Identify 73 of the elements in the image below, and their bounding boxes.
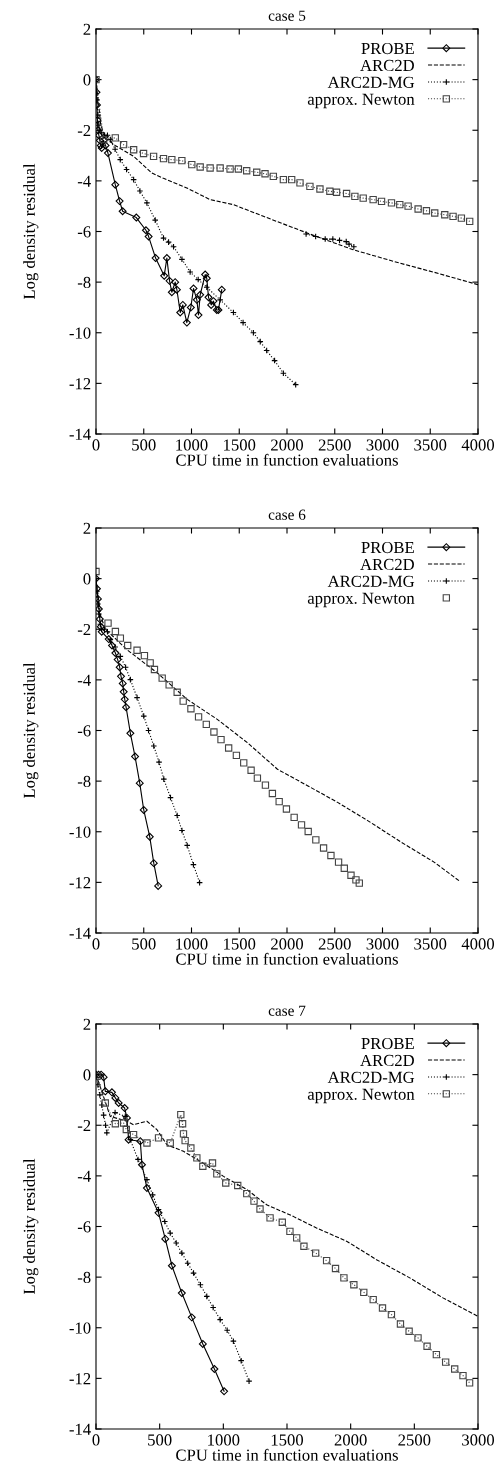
- y-tick-label: -14: [69, 428, 91, 440]
- chart-title: case 7: [268, 1005, 306, 1016]
- legend-label: approx. Newton: [307, 592, 415, 608]
- x-tick-label: 3000: [366, 439, 399, 451]
- x-tick-label: 2000: [271, 439, 304, 451]
- y-tick-label: 2: [83, 522, 91, 534]
- y-tick-label: -10: [69, 826, 91, 838]
- x-tick-label: 1000: [208, 1434, 240, 1446]
- y-tick-label: -4: [77, 674, 91, 686]
- y-tick-label: -12: [69, 877, 91, 889]
- y-tick-label: -8: [77, 775, 91, 788]
- y-tick-label: -8: [77, 1271, 91, 1284]
- x-tick-label: 2500: [318, 938, 351, 950]
- x-tick-label: 2000: [334, 1434, 367, 1446]
- y-tick-label: -4: [77, 1170, 91, 1182]
- x-tick-label: 2000: [271, 938, 304, 950]
- y-tick-label: 0: [83, 1069, 91, 1081]
- y-tick-label: 0: [83, 74, 91, 86]
- x-tick-label: 1500: [271, 1434, 304, 1446]
- y-tick-label: -10: [69, 327, 91, 339]
- x-tick-label: 3000: [462, 1434, 495, 1446]
- x-tick-label: 3000: [366, 938, 399, 950]
- y-tick-label: 2: [83, 23, 91, 35]
- legend-label: ARC2D: [360, 558, 414, 571]
- y-tick-label: -2: [77, 125, 91, 137]
- legend-label: ARC2D-MG: [327, 575, 415, 587]
- chart-title: case 6: [268, 509, 306, 520]
- x-tick-label: 0: [92, 439, 100, 451]
- x-tick-label: 1000: [176, 439, 208, 451]
- legend-label: PROBE: [361, 42, 414, 55]
- legend-label: PROBE: [361, 1037, 414, 1050]
- y-tick-label: -6: [77, 1221, 91, 1233]
- y-tick-label: -2: [77, 624, 91, 636]
- legend-label: ARC2D: [360, 59, 414, 72]
- y-axis-title: Log density residual: [23, 1158, 39, 1295]
- y-tick-label: -12: [69, 378, 91, 390]
- x-tick-label: 1500: [224, 938, 256, 950]
- x-tick-label: 500: [132, 439, 156, 451]
- x-tick-label: 3500: [414, 439, 447, 451]
- y-tick-label: -6: [77, 725, 91, 737]
- y-tick-label: 0: [83, 573, 91, 585]
- chart-title: case 5: [268, 10, 306, 21]
- legend-label: ARC2D-MG: [327, 1071, 415, 1083]
- legend-label: ARC2D-MG: [327, 76, 415, 88]
- y-tick-label: -12: [69, 1373, 91, 1385]
- x-axis-title: CPU time in function evaluations: [176, 453, 398, 466]
- y-tick-label: 2: [83, 1018, 91, 1030]
- x-tick-label: 4000: [461, 938, 495, 950]
- x-axis-title: CPU time in function evaluations: [176, 1448, 398, 1461]
- y-tick-label: -4: [77, 175, 91, 187]
- x-tick-label: 1000: [176, 938, 208, 950]
- y-tick-label: -2: [77, 1120, 91, 1132]
- y-axis-title: Log density residual: [23, 163, 39, 300]
- x-tick-label: 0: [92, 938, 100, 950]
- legend-label: ARC2D: [360, 1054, 414, 1067]
- legend-label: approx. Newton: [307, 93, 415, 109]
- x-tick-label: 2500: [398, 1434, 431, 1446]
- y-tick-label: -14: [69, 927, 91, 939]
- y-axis-title: Log density residual: [23, 662, 39, 799]
- x-tick-label: 4000: [461, 439, 495, 451]
- legend-label: PROBE: [361, 541, 414, 554]
- x-axis-title: CPU time in function evaluations: [176, 952, 398, 965]
- y-tick-label: -6: [77, 226, 91, 238]
- y-tick-label: -8: [77, 276, 91, 289]
- x-tick-label: 3500: [414, 938, 447, 950]
- y-tick-label: -14: [69, 1423, 91, 1435]
- y-tick-label: -10: [69, 1322, 91, 1334]
- legend-label: approx. Newton: [307, 1088, 415, 1104]
- x-tick-label: 0: [92, 1434, 100, 1446]
- x-tick-label: 2500: [318, 439, 351, 451]
- x-tick-label: 500: [148, 1434, 172, 1446]
- x-tick-label: 1500: [224, 439, 256, 451]
- x-tick-label: 500: [132, 938, 156, 950]
